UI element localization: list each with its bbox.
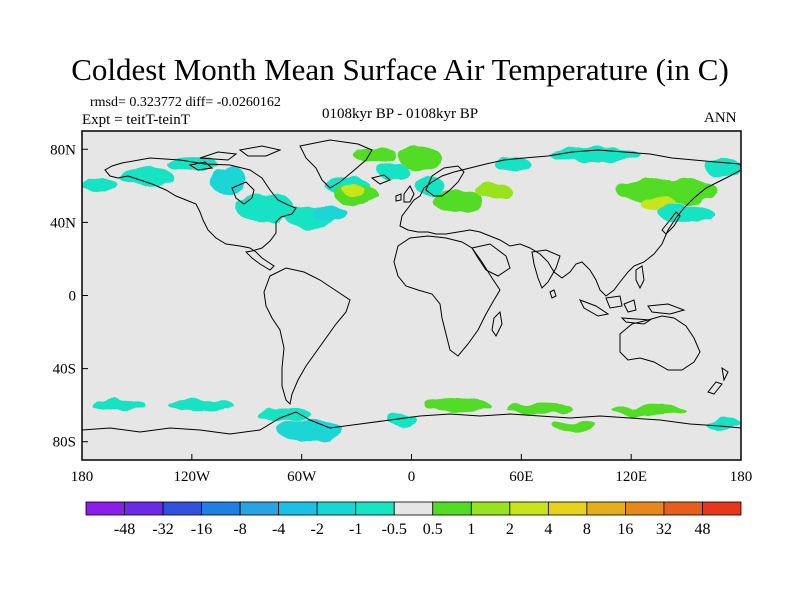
anomaly-region-22 bbox=[91, 399, 147, 411]
coast-new-zealand bbox=[707, 366, 729, 395]
coast-sri-lanka bbox=[549, 289, 557, 299]
coast-indonesia bbox=[578, 295, 686, 325]
lat-tick-label: 80N bbox=[50, 142, 76, 158]
lat-tick-label: 80S bbox=[53, 435, 76, 451]
lat-tick-label: 0 bbox=[69, 289, 77, 305]
colorbar-label: -2 bbox=[311, 521, 324, 538]
period-label: 0108kyr BP - 0108kyr BP bbox=[322, 106, 479, 122]
coast-eurasia bbox=[399, 149, 741, 297]
colorbar-label: -32 bbox=[152, 521, 173, 538]
colorbar-swatch bbox=[663, 501, 703, 516]
anomaly-region-31 bbox=[704, 417, 741, 429]
anomaly-region-12 bbox=[398, 147, 443, 170]
colorbar-label: 4 bbox=[544, 521, 552, 538]
coast-philippines bbox=[635, 265, 645, 290]
anomaly-region-25 bbox=[277, 419, 344, 442]
axis-ticks: 80N 40N 0 40S 80S 180 120W 60W 0 60E 120E 180 bbox=[50, 142, 752, 485]
coast-north-america bbox=[104, 157, 297, 271]
lon-tick-label: 60E bbox=[509, 469, 533, 485]
colorbar-label: 48 bbox=[694, 521, 710, 538]
colorbar-label: -16 bbox=[191, 521, 212, 538]
lat-tick-label: 40N bbox=[50, 215, 76, 231]
experiment-label: Expt = teitT-teinT bbox=[82, 112, 190, 128]
anomaly-region-24 bbox=[255, 406, 311, 422]
coast-british-isles bbox=[395, 185, 415, 203]
anomaly-regions bbox=[82, 147, 741, 442]
coast-antarctica bbox=[82, 411, 741, 435]
lon-tick-label: 60W bbox=[287, 469, 317, 485]
colorbar-swatch bbox=[316, 501, 357, 516]
lon-tick-label: 120W bbox=[173, 469, 211, 485]
anomaly-region-14 bbox=[431, 189, 483, 212]
colorbar-swatch bbox=[509, 501, 549, 516]
coast-south-america bbox=[263, 267, 351, 406]
anomaly-region-29 bbox=[554, 421, 599, 433]
anomaly-region-28 bbox=[506, 403, 573, 415]
anomaly-region-6 bbox=[310, 205, 348, 221]
anomaly-region-18 bbox=[616, 178, 720, 205]
anomaly-region-17 bbox=[548, 147, 641, 163]
colorbar-label: 32 bbox=[656, 521, 672, 538]
colorbar-swatch bbox=[625, 501, 665, 516]
anomaly-region-20 bbox=[658, 204, 714, 223]
coast-iceland bbox=[370, 174, 391, 185]
colorbar-label: 2 bbox=[506, 521, 514, 538]
anomaly-region-15 bbox=[475, 184, 513, 199]
colorbar-label: -0.5 bbox=[382, 521, 407, 538]
lon-tick-label: 180 bbox=[730, 469, 753, 485]
colorbar-label: -48 bbox=[114, 521, 135, 538]
lon-tick-label: 120E bbox=[615, 469, 647, 485]
colorbar-swatch bbox=[85, 501, 125, 516]
colorbar-label: 8 bbox=[583, 521, 591, 538]
coast-japan bbox=[661, 211, 681, 235]
colorbar-swatch bbox=[393, 501, 434, 516]
coast-madagascar bbox=[491, 310, 503, 337]
colorbar-swatch bbox=[470, 501, 511, 516]
lat-tick-label: 40S bbox=[53, 362, 76, 378]
colorbar-label: 16 bbox=[617, 521, 633, 538]
anomaly-region-3 bbox=[210, 165, 247, 195]
colorbar-swatch bbox=[432, 501, 472, 516]
coast-hudson-bay bbox=[231, 181, 255, 205]
lon-tick-label: 0 bbox=[408, 469, 416, 485]
colorbar-label: 0.5 bbox=[423, 521, 443, 538]
colorbar-swatch bbox=[586, 501, 626, 516]
coast-africa bbox=[393, 235, 501, 357]
anomaly-region-27 bbox=[424, 397, 491, 413]
coast-australia bbox=[619, 315, 701, 371]
anomaly-region-30 bbox=[612, 405, 687, 417]
coast-arabia bbox=[471, 243, 511, 277]
anomaly-region-1 bbox=[118, 167, 174, 186]
lon-tick-label: 180 bbox=[71, 469, 94, 485]
colorbar: -48 -32 -16 -8 -4 -2 -1 -0.5 0.5 1 2 4 8 16 32 48 bbox=[85, 501, 742, 538]
coastlines bbox=[82, 139, 741, 435]
colorbar-swatch bbox=[278, 501, 318, 516]
anomaly-region-11 bbox=[341, 184, 364, 195]
anomaly-region-23 bbox=[168, 399, 234, 411]
anomaly-region-9 bbox=[352, 147, 397, 163]
anomaly-region-0 bbox=[82, 178, 119, 194]
colorbar-swatch bbox=[201, 501, 241, 516]
coast-india bbox=[531, 249, 561, 289]
colorbar-label: 1 bbox=[467, 521, 475, 538]
anomaly-region-8 bbox=[378, 162, 408, 181]
colorbar-swatch bbox=[702, 501, 742, 516]
colorbar-swatch bbox=[547, 501, 588, 516]
colorbar-label: -8 bbox=[233, 521, 246, 538]
colorbar-swatch bbox=[162, 501, 202, 516]
coast-scandinavia bbox=[425, 165, 465, 197]
coast-arctic-islands bbox=[188, 145, 282, 171]
colorbar-swatch bbox=[124, 501, 164, 516]
season-label: ANN bbox=[704, 110, 737, 126]
colorbar-swatch bbox=[355, 501, 395, 516]
colorbar-label: -4 bbox=[272, 521, 285, 538]
map-title: Coldest Month Mean Surface Air Temperatu… bbox=[71, 52, 729, 87]
colorbar-label: -1 bbox=[349, 521, 362, 538]
stats-text: rmsd= 0.323772 diff= -0.0260162 bbox=[90, 95, 281, 110]
colorbar-swatch bbox=[239, 501, 280, 516]
coast-greenland bbox=[299, 139, 373, 189]
